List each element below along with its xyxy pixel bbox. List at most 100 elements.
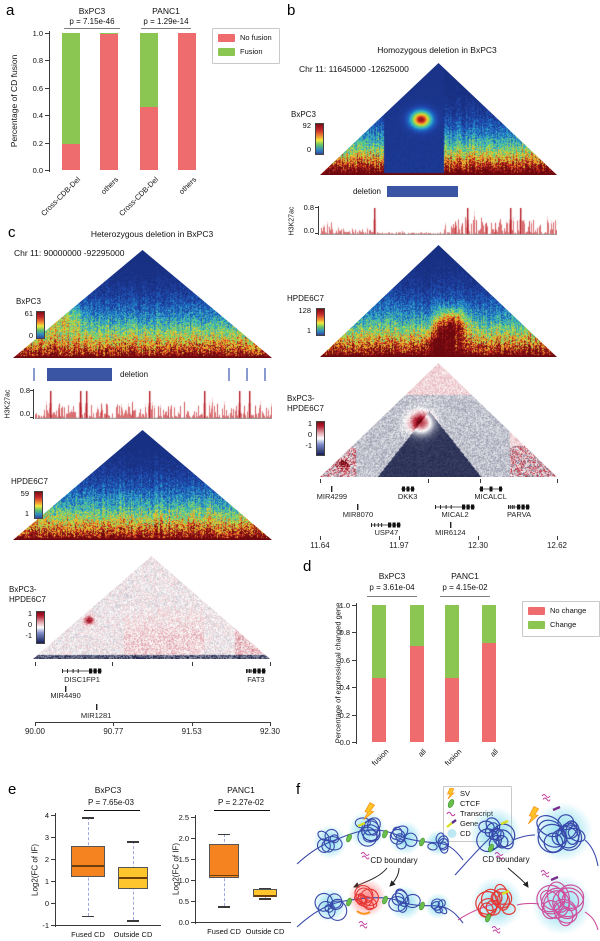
y-tick <box>51 815 55 816</box>
hic-map-hpde6c7-b-canvas <box>320 245 557 357</box>
ctcf-icon <box>446 798 458 809</box>
colorbar-max: 61 <box>24 309 33 318</box>
deletion-tick <box>33 368 35 381</box>
whisker-cap <box>127 920 139 922</box>
y-axis <box>49 31 51 172</box>
y-tick-label: 0.2 <box>32 138 43 148</box>
y-tick-label: 0.5 <box>178 897 189 906</box>
y-tick-label: 0.4 <box>339 683 350 693</box>
gene-model-mir6124 <box>448 522 453 528</box>
p-value-panc1: p = 4.15e-02 <box>442 583 488 592</box>
x-axis-tick <box>399 536 400 540</box>
bar-segment-green <box>372 605 386 678</box>
colorbar-hpde6c7-b <box>316 308 325 336</box>
colorbar-hpde6c7-c <box>34 491 43 519</box>
legend-swatch-no-change <box>528 607 545 615</box>
legend-swatch-fusion <box>218 48 235 56</box>
cd-boundary-label-left: CD boundary <box>370 856 418 865</box>
legend-label: Change <box>550 620 577 629</box>
x-axis <box>55 925 161 927</box>
colorbar-tick: 0 <box>307 430 312 439</box>
x-axis-label: 90.00 <box>24 727 46 736</box>
legend-label: No change <box>550 606 587 615</box>
panel-label-b: b <box>287 2 296 19</box>
gene-model-parva <box>508 504 531 510</box>
y-tick-label: 1.0 <box>178 876 189 885</box>
y-tick-label: 0.0 <box>339 738 350 747</box>
y-tick-label: 1 <box>44 877 49 886</box>
bar-segment-red <box>62 144 80 170</box>
x-category-label: Fused CD <box>71 930 105 939</box>
y-tick <box>191 817 195 818</box>
x-axis-label: 11.64 <box>310 541 330 550</box>
deletion-label: deletion <box>120 370 149 379</box>
x-category-label: all <box>488 747 501 759</box>
y-tick <box>191 901 195 902</box>
colorbar-label: HPDE6C7 <box>287 294 324 303</box>
y-tick <box>352 632 356 634</box>
y-tick-label: 0.8 <box>339 628 350 638</box>
colorbar-tick: 1 <box>27 609 32 618</box>
legend-swatch-no-fusion <box>218 34 235 42</box>
x-category-label: Outside CD <box>245 927 285 936</box>
whisker-cap <box>82 817 94 819</box>
whisker-cap <box>218 906 230 908</box>
y-tick <box>51 903 55 904</box>
bolt-icon <box>446 788 458 799</box>
gene-model-mir4299 <box>329 486 334 492</box>
hic-map-hpde6c7-b <box>320 245 557 357</box>
colorbar-label: BxPC3- <box>9 585 37 594</box>
panel-label-d: d <box>303 558 312 575</box>
x-axis-label: 12.62 <box>546 541 568 550</box>
position-tick <box>35 662 36 666</box>
y-tick <box>45 170 49 171</box>
bar-segment-green <box>410 605 424 646</box>
y-tick <box>51 859 55 860</box>
gene-label-usp47: USP47 <box>374 528 399 537</box>
h3k27ac-min: 0.0 <box>303 226 314 235</box>
legend-label: Gene <box>460 819 479 828</box>
y-axis <box>55 813 57 927</box>
x-category-label: fusion <box>369 747 391 768</box>
gene-model-micalcl <box>478 486 503 492</box>
panel-label-f: f <box>296 781 301 798</box>
panel-b-region: Chr 11: 11645000 -12625000 <box>299 64 409 74</box>
colorbar-max: 92 <box>302 121 311 130</box>
p-value-bxpc3: p = 7.15e-46 <box>69 17 115 26</box>
hic-diff-map-b-canvas <box>320 363 557 477</box>
gene-label-mical2: MICAL2 <box>441 510 469 519</box>
legend-label: No fusion <box>240 33 272 42</box>
colorbar-label: HPDE6C7 <box>287 404 324 413</box>
x-category-label: fusion <box>442 747 464 768</box>
x-axis-tick <box>35 722 36 726</box>
gene-model-disc1fp1 <box>62 668 102 674</box>
gene-model-dkk3 <box>400 486 415 492</box>
y-tick <box>191 859 195 860</box>
y-tick <box>51 881 55 882</box>
y-tick <box>45 115 49 117</box>
gene-label-mir8070: MIR8070 <box>342 510 374 519</box>
bar-segment-green <box>140 33 158 107</box>
gene-icon <box>446 818 458 829</box>
legend-swatch-change <box>528 621 545 629</box>
legend-label: Transcript <box>460 809 494 818</box>
h3k27ac-min: 0.0 <box>19 409 30 418</box>
y-tick <box>45 87 49 89</box>
gene-label-mir6124: MIR6124 <box>435 528 466 537</box>
h3k27ac-tick <box>315 233 318 234</box>
bar-segment-green <box>482 605 496 643</box>
h3k27ac-axis <box>318 206 319 235</box>
deletion-label: deletion <box>352 187 381 196</box>
position-tick <box>479 479 481 483</box>
whisker-cap <box>82 915 94 918</box>
h3k27ac-tick <box>30 417 33 418</box>
boxplot-title-bxpc3: BxPC3 <box>94 785 122 795</box>
whisker-cap <box>218 833 230 836</box>
y-axis-label-expression: Percentage of expressional changed gene <box>333 602 343 744</box>
y-tick-label: 2.5 <box>178 813 189 822</box>
y-tick <box>45 142 49 144</box>
position-tick <box>112 662 114 666</box>
gene-label-micalcl: MICALCL <box>474 492 507 501</box>
deletion-tick <box>246 368 248 381</box>
